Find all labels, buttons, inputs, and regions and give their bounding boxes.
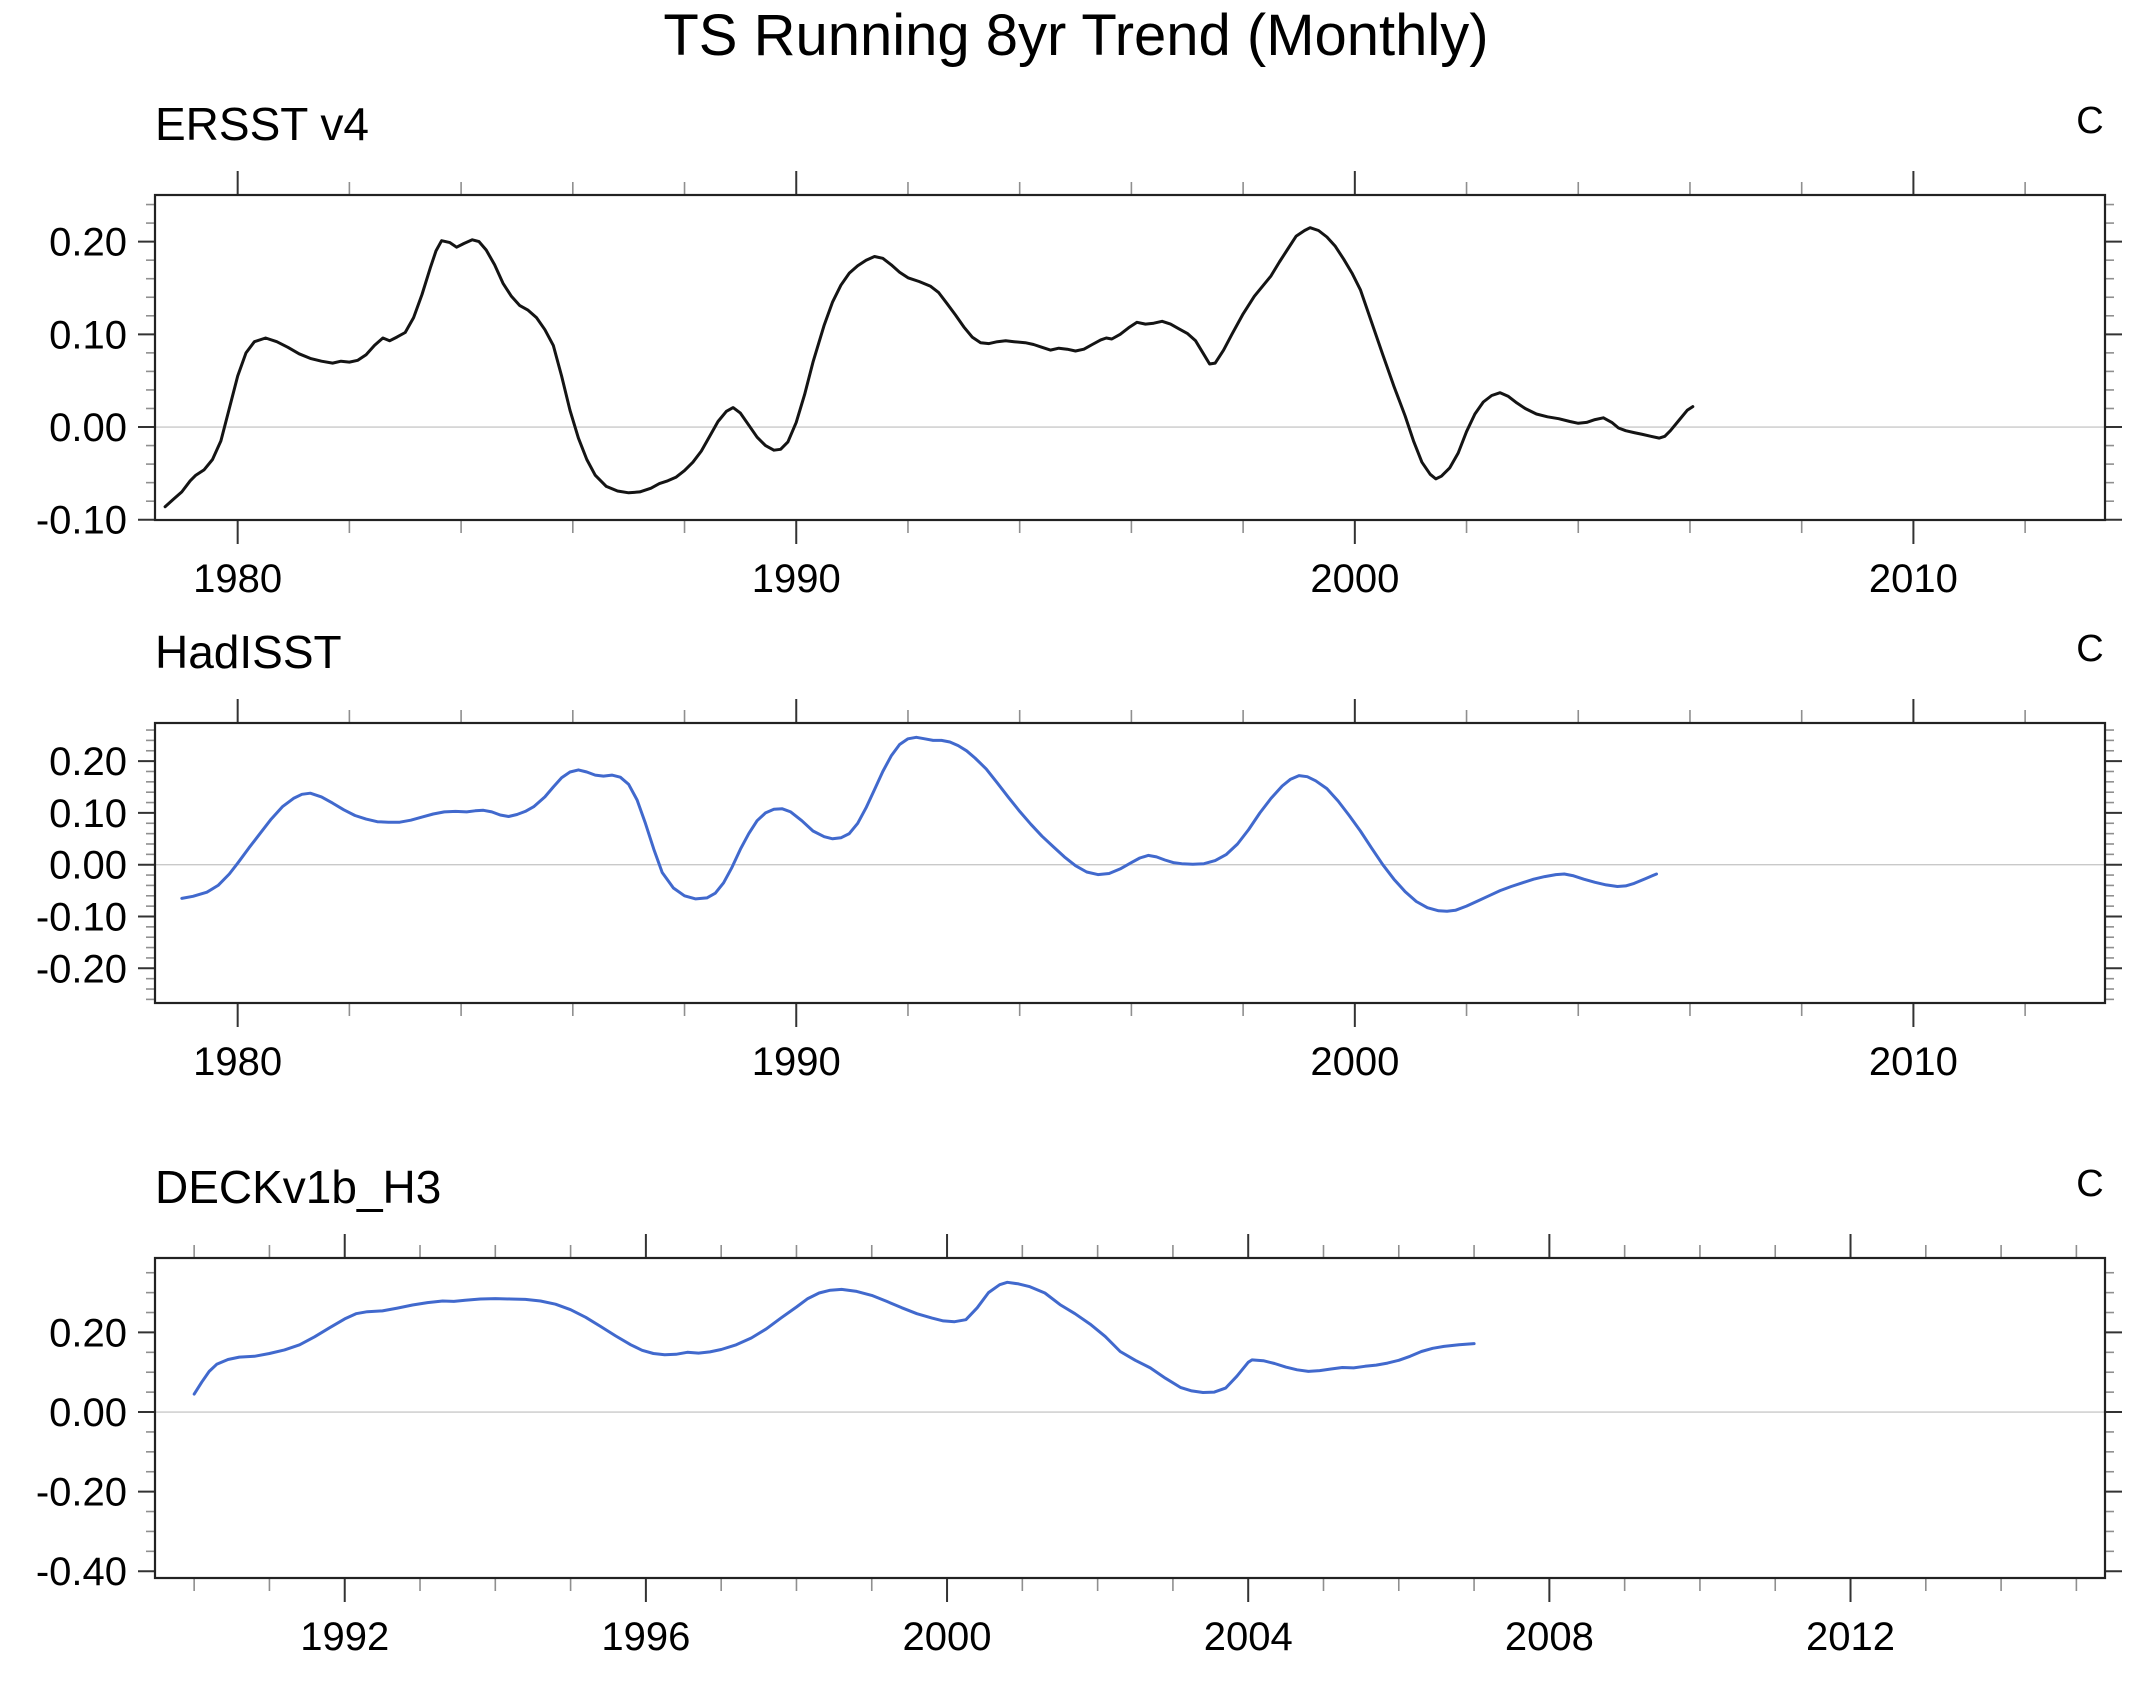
panel-deckv1b-h3: 1992 1996 2000 2004 2008 2012 -0.40 -0.20 0.00 0.…: [36, 1161, 2122, 1659]
y-axis-label: 0.00: [49, 844, 127, 888]
x-axis-label: 2004: [1204, 1615, 1293, 1659]
x-axis-label: 2010: [1869, 1040, 1958, 1084]
y-axis-label: 0.10: [49, 792, 127, 836]
plot-border: [153, 1256, 2107, 1580]
y-axis-label: 0.00: [49, 1391, 127, 1435]
panel-unit-label: C: [2076, 628, 2103, 670]
y-axis-label: -0.40: [36, 1550, 127, 1594]
data-curve: [163, 226, 1695, 509]
x-axis-label: 2000: [1310, 1040, 1399, 1084]
y-axis-label: -0.10: [36, 896, 127, 940]
y-axis-label: 0.20: [49, 740, 127, 784]
panel-title: DECKv1b_H3: [155, 1161, 441, 1213]
x-axis-label: 2008: [1505, 1615, 1594, 1659]
chart-panels: 1980 1990 2000 2010 -0.10 0.00 0.10 0.20 ERSST v…: [36, 98, 2122, 1659]
panel-ersst-v4: 1980 1990 2000 2010 -0.10 0.00 0.10 0.20 ERSST v…: [36, 98, 2122, 601]
y-axis-label: 0.20: [49, 1311, 127, 1355]
x-axis-label: 1990: [752, 1040, 841, 1084]
data-curve: [192, 1280, 1476, 1396]
data-curve: [180, 735, 1658, 913]
x-axis-label: 1992: [300, 1615, 389, 1659]
panel-unit-label: C: [2076, 1163, 2103, 1205]
x-axis-label: 1996: [601, 1615, 690, 1659]
panel-hadisst: 1980 1990 2000 2010 -0.20 -0.10 0.00 0.10 0.20 Ha…: [36, 626, 2122, 1084]
plot-border: [153, 193, 2107, 522]
x-axis-label: 1990: [752, 557, 841, 601]
x-axis-label: 2010: [1869, 557, 1958, 601]
y-axis-label: 0.00: [49, 406, 127, 450]
x-axis-label: 2000: [903, 1615, 992, 1659]
x-axis-label: 1980: [193, 557, 282, 601]
x-axis-label: 2000: [1310, 557, 1399, 601]
panel-unit-label: C: [2076, 100, 2103, 142]
panel-title: ERSST v4: [155, 98, 369, 150]
y-axis-label: -0.10: [36, 499, 127, 543]
x-axis-label: 1980: [193, 1040, 282, 1084]
plot-border: [153, 721, 2107, 1005]
y-axis-label: 0.10: [49, 313, 127, 357]
chart-main-title: TS Running 8yr Trend (Monthly): [663, 3, 1488, 68]
x-axis-label: 2012: [1806, 1615, 1895, 1659]
panel-title: HadISST: [155, 626, 342, 678]
y-axis-label: -0.20: [36, 947, 127, 991]
y-axis-label: -0.20: [36, 1471, 127, 1515]
y-axis-label: 0.20: [49, 221, 127, 265]
